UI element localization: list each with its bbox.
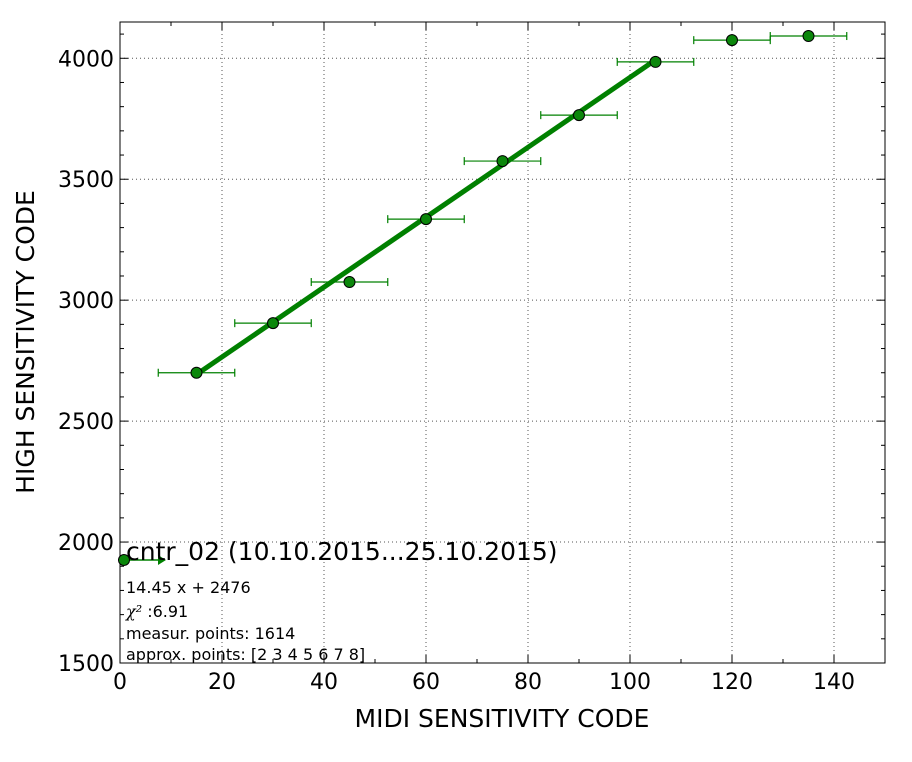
data-point	[726, 34, 738, 47]
data-point	[190, 366, 203, 379]
legend-approx: approx. points: [2 3 4 5 6 7 8]	[126, 645, 365, 664]
points	[190, 30, 815, 379]
data-point	[420, 213, 432, 226]
legend-chi-symbol: χ²	[125, 602, 142, 621]
y-tick-label: 3500	[58, 168, 114, 193]
legend-equation: 14.45 x + 2476	[126, 578, 251, 597]
data-point	[267, 317, 279, 330]
x-tick-label: 20	[208, 670, 236, 695]
legend-chi-value: :6.91	[142, 602, 188, 621]
legend: cntr_02 (10.10.2015...25.10.2015) 14.45 …	[118, 537, 558, 664]
x-tick-label: 80	[514, 670, 542, 695]
x-tick-label: 0	[113, 670, 127, 695]
legend-marker	[118, 554, 130, 566]
data-point	[343, 276, 356, 289]
legend-title: cntr_02 (10.10.2015...25.10.2015)	[126, 537, 558, 566]
y-tick-label: 4000	[58, 47, 114, 72]
legend-chi: χ² :6.91	[125, 602, 188, 621]
plot-frame	[119, 21, 886, 664]
plot-background	[120, 22, 885, 663]
legend-arrow-icon	[158, 555, 166, 565]
y-tick-label: 2000	[58, 531, 114, 556]
ticks	[119, 22, 885, 664]
y-tick-label: 3000	[58, 289, 114, 314]
x-tick-label: 140	[813, 670, 855, 695]
y-axis-label: HIGH SENSITIVITY CODE	[11, 190, 40, 494]
data-point	[649, 55, 662, 68]
legend-measured: measur. points: 1614	[126, 624, 295, 643]
tick-labels: 0 20 40 60 80 100 120 140 1500 2000 2500 3000 3500 40…	[58, 47, 855, 695]
y-tick-label: 1500	[58, 652, 114, 677]
x-tick-label: 60	[412, 670, 440, 695]
data-point	[496, 155, 509, 168]
data-point	[573, 109, 585, 122]
x-axis-label: MIDI SENSITIVITY CODE	[355, 704, 650, 733]
x-tick-label: 100	[609, 670, 651, 695]
x-tick-label: 120	[711, 670, 753, 695]
x-tick-label: 40	[310, 670, 338, 695]
y-tick-label: 2500	[58, 410, 114, 435]
data-point	[802, 30, 815, 43]
